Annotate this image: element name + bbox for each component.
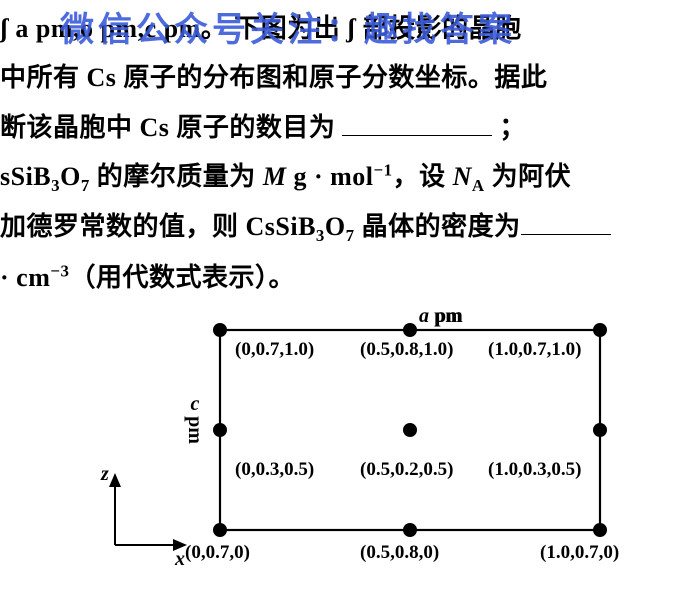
- line-1: 中所有 Cs 原子的分布图和原子分数坐标。据此: [0, 53, 692, 102]
- blank-1: [342, 109, 492, 136]
- blank-2: [521, 208, 611, 235]
- svg-text:(1.0,0.7,0): (1.0,0.7,0): [540, 542, 619, 563]
- svg-text:(0,0.7,0): (0,0.7,0): [185, 542, 250, 563]
- svg-text:(0.5,0.2,0.5): (0.5,0.2,0.5): [360, 459, 453, 480]
- l5b: （用代数式表示）。: [69, 263, 295, 292]
- svg-text:(1.0,0.7,1.0): (1.0,0.7,1.0): [488, 339, 581, 360]
- line-1-text: 中所有 Cs 原子的分布图和原子分数坐标。据此: [0, 63, 547, 92]
- svg-text:a: a: [419, 305, 429, 327]
- line-2: 断该晶胞中 Cs 原子的数目为 ；: [0, 103, 692, 152]
- sub3b: 3: [316, 227, 325, 246]
- l3e: 为阿伏: [485, 162, 572, 191]
- diagram-svg: pma pmcpmzx(0,0.7,1.0)(0.5,0.8,1.0)(1.0,…: [70, 300, 650, 580]
- l4b: 晶体的密度为: [355, 212, 521, 241]
- svg-text:x: x: [174, 548, 185, 570]
- l3a: sSiB: [0, 162, 51, 191]
- l5a: · cm: [0, 263, 50, 292]
- l3c: g · mol: [286, 162, 373, 191]
- line-5: · cm−3（用代数式表示）。: [0, 253, 692, 302]
- svg-text:(0,0.7,1.0): (0,0.7,1.0): [235, 339, 314, 360]
- sup-m3: −3: [50, 261, 69, 280]
- sup-m1: −1: [374, 161, 393, 180]
- svg-text:(1.0,0.3,0.5): (1.0,0.3,0.5): [488, 459, 581, 480]
- line-0: ʃ a pm,o pm,c pm。 下图为出 ʃ 部投影的晶胞: [0, 4, 692, 53]
- line-2b: ；: [499, 113, 526, 142]
- l3b: 的摩尔质量为: [90, 162, 263, 191]
- line-3: sSiB3O7 的摩尔质量为 M g · mol−1，设 NA 为阿伏: [0, 152, 692, 202]
- svg-text:(0.5,0.8,1.0): (0.5,0.8,1.0): [360, 339, 453, 360]
- svg-text:(0.5,0.8,0): (0.5,0.8,0): [360, 542, 439, 563]
- svg-text:(0,0.3,0.5): (0,0.3,0.5): [235, 459, 314, 480]
- sub7b: 7: [346, 227, 355, 246]
- svg-text:pm: pm: [435, 305, 463, 327]
- sub3a: 3: [51, 176, 60, 195]
- var-N: N: [453, 162, 472, 191]
- crystal-diagram: pma pmcpmzx(0,0.7,1.0)(0.5,0.8,1.0)(1.0,…: [70, 300, 650, 580]
- line-2a: 断该晶胞中 Cs 原子的数目为: [0, 113, 335, 142]
- svg-text:z: z: [100, 463, 109, 485]
- question-text: ʃ a pm,o pm,c pm。 下图为出 ʃ 部投影的晶胞 中所有 Cs 原…: [0, 0, 700, 302]
- var-M: M: [263, 162, 287, 191]
- svg-text:pm: pm: [184, 416, 206, 444]
- sub7a: 7: [81, 176, 90, 195]
- l4a: 加德罗常数的值，则 CsSiB: [0, 212, 316, 241]
- l3d: ，设: [393, 162, 453, 191]
- line-4: 加德罗常数的值，则 CsSiB3O7 晶体的密度为: [0, 202, 692, 252]
- svg-text:c: c: [191, 393, 200, 415]
- var-NA-sub: A: [472, 176, 485, 195]
